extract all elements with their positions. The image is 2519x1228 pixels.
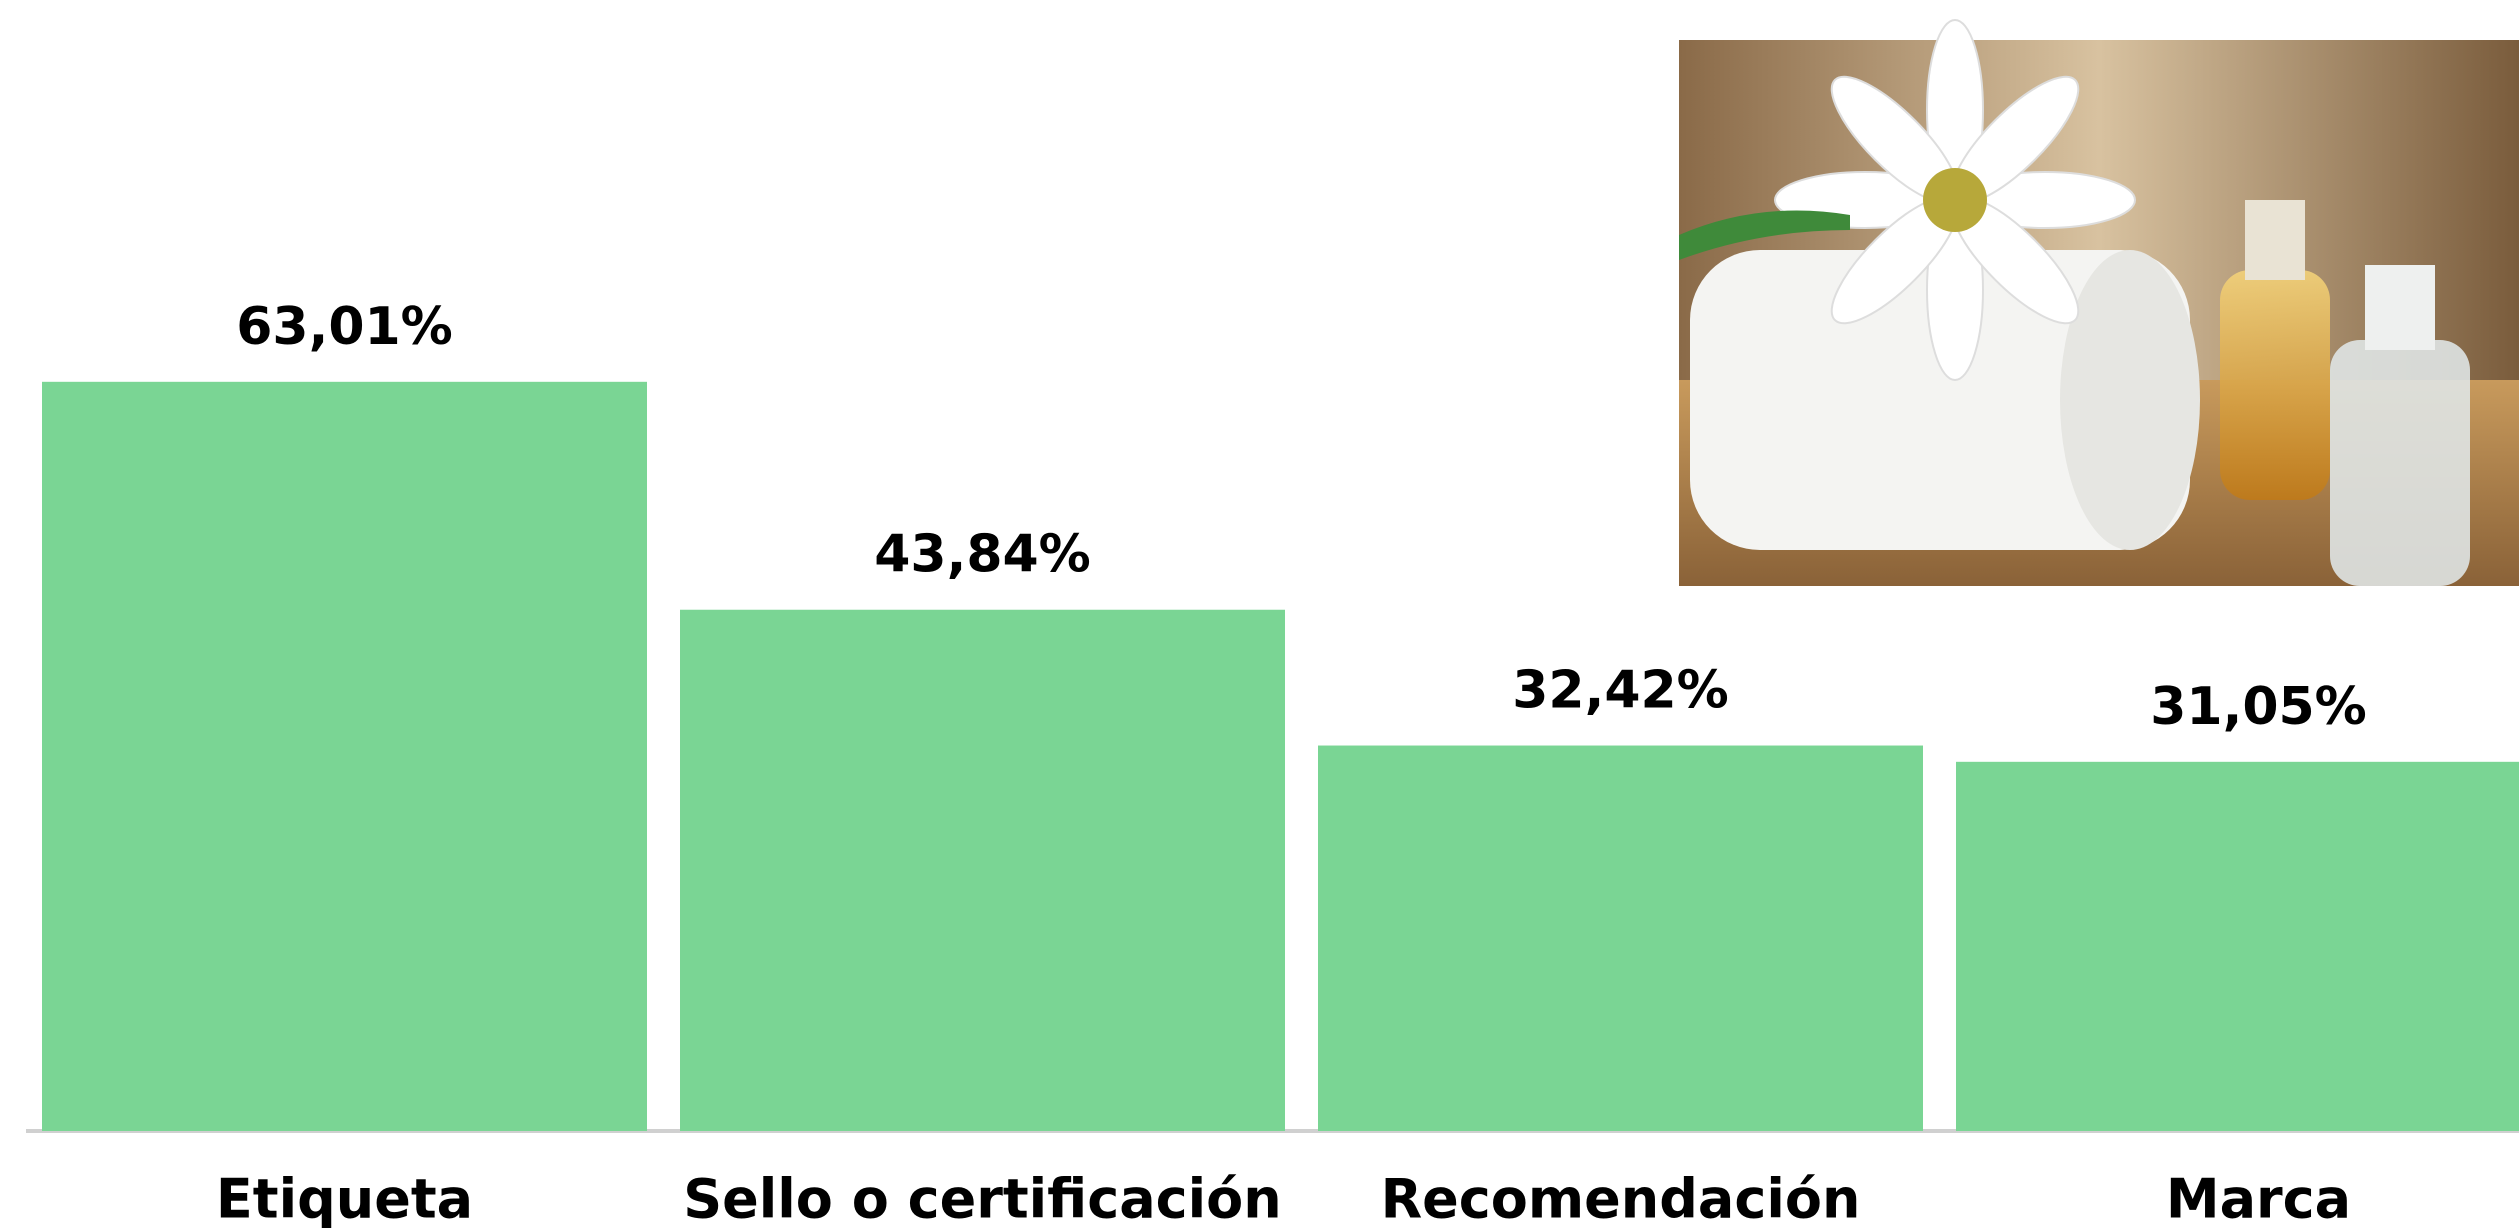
value-label: 63,01% (236, 297, 453, 357)
x-tick-label: Sello o certificación (683, 1168, 1281, 1228)
value-label: 31,05% (2150, 677, 2367, 737)
value-label: 43,84% (874, 525, 1091, 585)
bars (42, 381, 2519, 1131)
x-tick-label: Recomendación (1381, 1168, 1861, 1228)
bar (680, 609, 1285, 1131)
x-tick-label: Marca (2166, 1168, 2351, 1228)
value-label: 32,42% (1512, 661, 1729, 721)
bar (1318, 745, 1923, 1131)
bar (42, 381, 647, 1131)
photo (1679, 19, 2519, 586)
bar (1956, 761, 2519, 1131)
x-tick-label: Etiqueta (216, 1168, 473, 1228)
